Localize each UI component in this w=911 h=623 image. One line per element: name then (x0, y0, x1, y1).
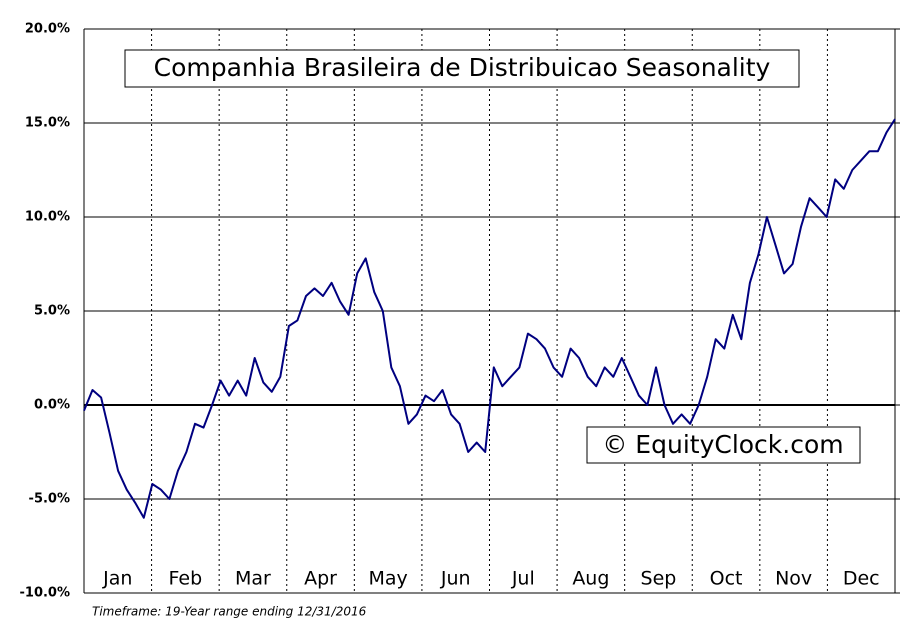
series-line (83, 118, 896, 519)
x-tick-label: Dec (843, 568, 880, 590)
y-tick-label: 10.0% (25, 210, 70, 225)
x-tick-label: Feb (169, 568, 203, 590)
x-tick-label: Mar (235, 568, 271, 590)
footnote: Timeframe: 19-Year range ending 12/31/20… (92, 605, 367, 619)
chart-title: Companhia Brasileira de Distribuicao Sea… (154, 53, 771, 82)
y-tick-label: -5.0% (29, 492, 70, 507)
plot (83, 118, 896, 519)
x-tick-label: May (368, 568, 407, 590)
watermark-box (586, 426, 861, 464)
grid (83, 28, 900, 594)
x-tick-label: Jan (102, 568, 132, 590)
x-tick-label: Jul (511, 568, 535, 590)
title-box (124, 49, 800, 88)
y-tick-label: 20.0% (25, 22, 70, 37)
x-tick-label: Sep (641, 568, 677, 590)
x-tick-label: Jun (440, 568, 471, 590)
y-tick-label: 15.0% (25, 116, 70, 131)
x-tick-label: Apr (304, 568, 337, 590)
y-tick-label: 5.0% (34, 304, 70, 319)
x-tick-label: Oct (710, 568, 743, 590)
x-tick-label: Nov (775, 568, 812, 590)
watermark: © EquityClock.com (602, 430, 843, 459)
y-tick-label: 0.0% (34, 398, 70, 413)
y-tick-label: -10.0% (20, 586, 71, 601)
x-tick-label: Aug (572, 568, 609, 590)
